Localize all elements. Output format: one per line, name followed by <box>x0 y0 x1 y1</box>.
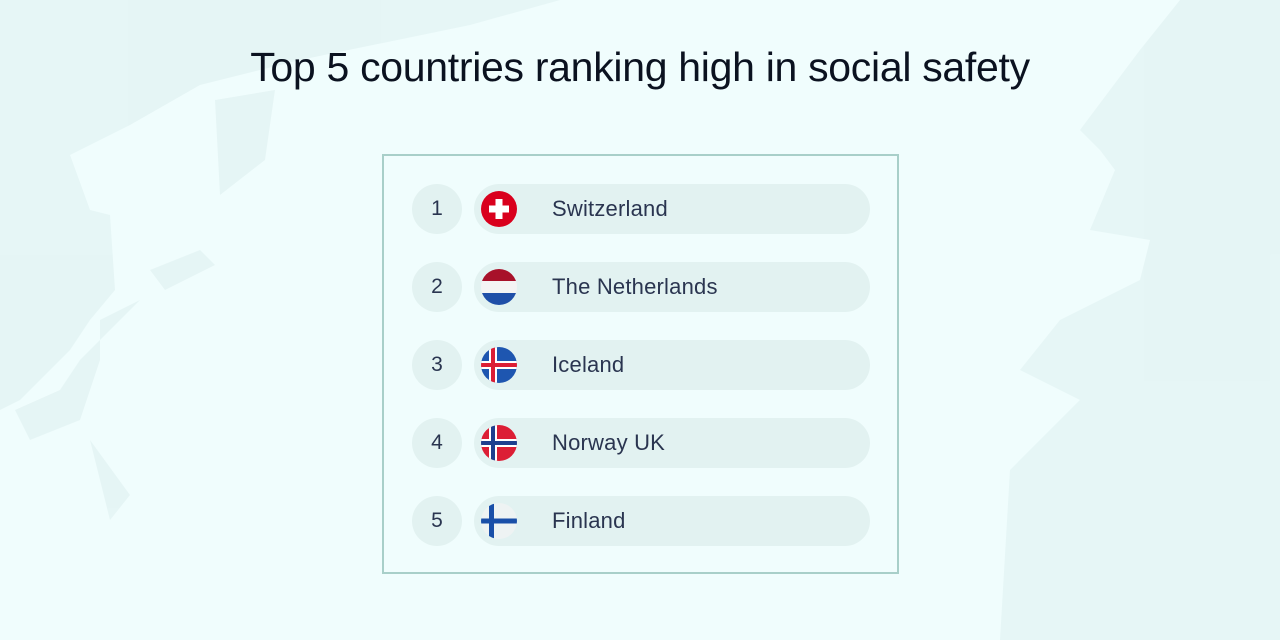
switzerland-flag-icon <box>481 191 517 227</box>
ranking-row: 1 Switzerland <box>412 184 872 234</box>
ranking-row: 2 The Netherlands <box>412 262 872 312</box>
country-pill: Norway UK <box>474 418 870 468</box>
netherlands-flag-icon <box>481 269 517 305</box>
iceland-flag-icon <box>481 347 517 383</box>
country-name: The Netherlands <box>552 274 718 299</box>
country-pill: Iceland <box>474 340 870 390</box>
norway-flag-icon <box>481 425 517 461</box>
rank-badge: 5 <box>412 496 462 546</box>
rank-badge: 2 <box>412 262 462 312</box>
country-name: Norway UK <box>552 430 666 455</box>
ranking-row: 4 Norway UK <box>412 418 872 468</box>
rank-badge: 3 <box>412 340 462 390</box>
country-name: Iceland <box>552 352 625 377</box>
ranking-row: 3 Iceland <box>412 340 872 390</box>
rank-badge: 4 <box>412 418 462 468</box>
country-pill: The Netherlands <box>474 262 870 312</box>
page-title: Top 5 countries ranking high in social s… <box>250 44 1030 90</box>
rank-badge: 1 <box>412 184 462 234</box>
finland-flag-icon <box>481 503 517 539</box>
country-pill: Switzerland <box>474 184 870 234</box>
country-pill: Finland <box>474 496 870 546</box>
country-name: Finland <box>552 508 626 533</box>
ranking-panel: 1 Switzerland 2 The Netherlan <box>382 154 899 574</box>
country-name: Switzerland <box>552 196 668 221</box>
ranking-row: 5 Finland <box>412 496 872 546</box>
